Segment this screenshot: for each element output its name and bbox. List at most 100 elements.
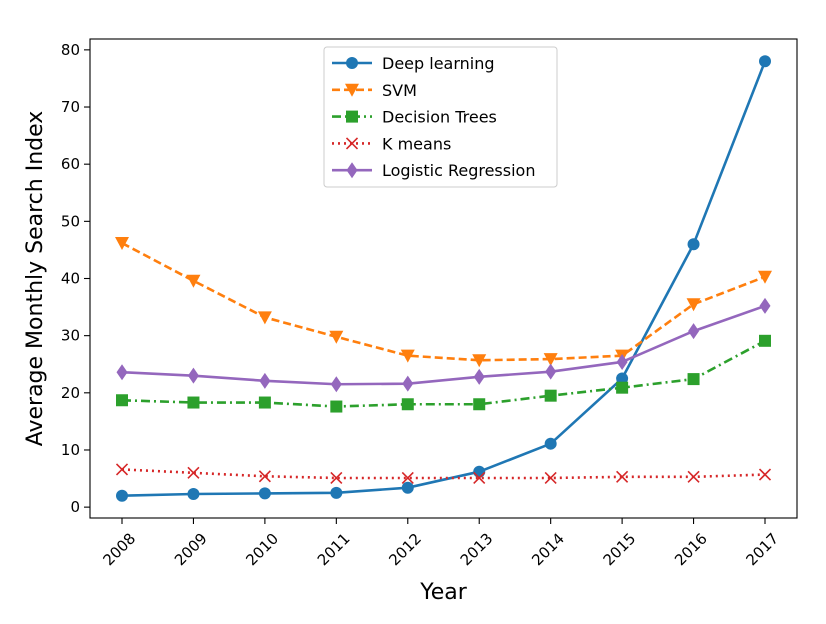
legend-label: Deep learning — [382, 54, 495, 73]
data-point-decision-trees — [187, 396, 200, 409]
legend-item-decision-trees: Decision Trees — [332, 108, 497, 127]
data-point-decision-trees — [544, 389, 557, 402]
x-tick-label: 2008 — [100, 530, 140, 570]
marker-stroke — [330, 471, 343, 485]
x-tick-label: 2011 — [314, 530, 354, 570]
legend: Deep learning SVM Decision Trees K means Log… — [323, 46, 558, 188]
x-tick-label: 2012 — [385, 530, 425, 570]
legend-marker — [345, 83, 359, 97]
legend-item-deep-learning: Deep learning — [332, 54, 495, 73]
y-tick-label: 10 — [61, 441, 80, 459]
data-point-logistic-regression — [473, 368, 485, 385]
data-point-k-means — [330, 471, 343, 485]
legend-label: K means — [382, 134, 451, 153]
data-point-deep-learning — [759, 55, 771, 68]
data-point-svm — [543, 353, 558, 367]
marker-stroke — [473, 471, 486, 485]
data-point-decision-trees — [687, 373, 700, 386]
y-tick-label: 80 — [61, 41, 80, 59]
legend-marker — [346, 110, 358, 123]
y-tick-label: 20 — [61, 384, 80, 402]
data-point-deep-learning — [401, 481, 414, 494]
data-point-decision-trees — [330, 400, 343, 413]
x-tick-label: 2017 — [743, 530, 783, 570]
data-point-svm — [758, 270, 772, 284]
series-k-means — [115, 463, 772, 485]
data-point-decision-trees — [116, 394, 128, 407]
legend-label: SVM — [382, 81, 417, 100]
legend-item-svm: SVM — [332, 81, 417, 100]
data-point-logistic-regression — [759, 297, 771, 314]
series-line-k-means — [121, 468, 766, 480]
data-point-svm — [329, 330, 344, 344]
marker-stroke — [115, 463, 129, 476]
data-point-svm — [186, 274, 201, 288]
data-point-logistic-regression — [330, 376, 342, 393]
data-point-deep-learning — [116, 489, 128, 502]
data-point-svm — [257, 311, 272, 325]
marker-stroke — [187, 466, 200, 479]
data-point-deep-learning — [544, 437, 557, 450]
data-point-logistic-regression — [688, 323, 700, 340]
data-point-logistic-regression — [545, 363, 557, 380]
x-axis-title: Year — [419, 580, 468, 605]
data-point-deep-learning — [616, 372, 629, 385]
data-point-decision-trees — [401, 398, 414, 411]
series-line-logistic-regression — [121, 304, 766, 386]
x-tick-label: 2015 — [600, 530, 640, 570]
data-point-decision-trees — [759, 334, 771, 347]
y-tick-label: 40 — [61, 270, 80, 288]
data-point-k-means — [758, 468, 772, 481]
data-point-k-means — [616, 470, 629, 483]
series-deep-learning — [116, 55, 771, 502]
data-point-k-means — [687, 470, 700, 483]
data-point-decision-trees — [616, 381, 629, 394]
x-tick-label: 2009 — [171, 530, 211, 570]
data-point-svm — [115, 237, 129, 251]
data-point-svm — [686, 298, 701, 312]
data-point-deep-learning — [330, 486, 343, 499]
marker-stroke — [401, 471, 414, 485]
data-point-logistic-regression — [116, 364, 128, 381]
series-logistic-regression — [116, 297, 771, 393]
y-tick-label: 50 — [61, 212, 80, 230]
legend-marker — [346, 162, 358, 179]
data-point-k-means — [473, 471, 486, 485]
y-tick-label: 30 — [61, 327, 80, 345]
data-point-decision-trees — [258, 396, 271, 409]
series-layer — [115, 55, 772, 502]
marker-stroke — [544, 471, 557, 485]
data-point-svm — [472, 354, 487, 368]
x-tick-label: 2013 — [457, 530, 497, 570]
legend-marker — [345, 137, 359, 150]
marker-stroke — [687, 470, 700, 483]
data-point-logistic-regression — [187, 367, 199, 384]
series-line-svm — [121, 241, 766, 362]
marker-stroke — [345, 137, 359, 150]
series-line-decision-trees — [121, 339, 766, 408]
y-tick-label: 70 — [61, 98, 80, 116]
legend-item-logistic-regression: Logistic Regression — [332, 161, 535, 180]
series-svm — [115, 237, 772, 368]
x-tick-label: 2016 — [671, 530, 711, 570]
y-tick-label: 0 — [70, 498, 80, 516]
marker-stroke — [616, 470, 629, 483]
data-point-k-means — [187, 466, 200, 479]
data-point-svm — [400, 349, 415, 363]
data-point-decision-trees — [473, 398, 486, 411]
legend-label: Decision Trees — [382, 108, 497, 127]
data-point-k-means — [401, 471, 414, 485]
data-point-logistic-regression — [259, 372, 271, 389]
marker-stroke — [758, 468, 772, 481]
legend-marker — [346, 57, 358, 69]
legend-box — [323, 46, 558, 188]
marker-stroke — [258, 470, 271, 483]
legend-item-k-means: K means — [332, 134, 451, 153]
data-point-k-means — [258, 470, 271, 483]
data-point-deep-learning — [258, 487, 271, 500]
x-tick-label: 2014 — [528, 530, 568, 570]
x-axis: 2008 2009 2010 2011 2012 2013 2014 2015 2016 2017 — [100, 518, 783, 570]
data-point-k-means — [115, 463, 129, 476]
data-point-logistic-regression — [616, 353, 628, 370]
